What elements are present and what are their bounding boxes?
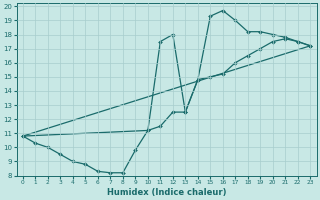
X-axis label: Humidex (Indice chaleur): Humidex (Indice chaleur) xyxy=(107,188,226,197)
